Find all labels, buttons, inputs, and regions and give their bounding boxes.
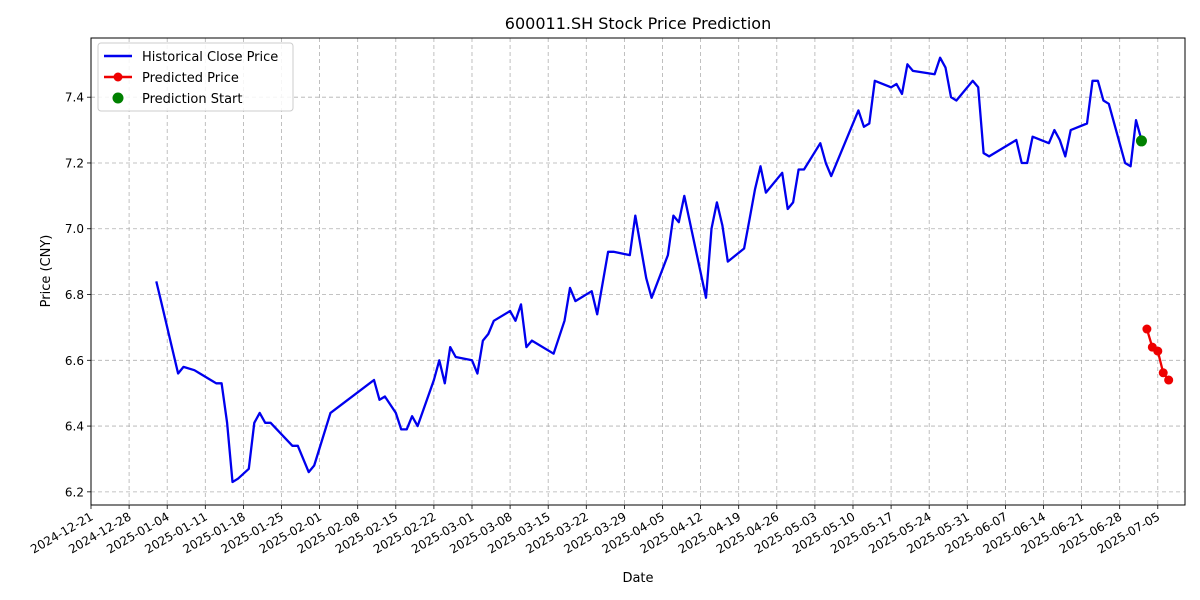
y-tick-label: 7.4: [65, 91, 84, 105]
y-tick-label: 6.2: [65, 485, 84, 499]
historical-close-price-line: [155, 56, 1143, 484]
legend-predicted-marker: [113, 72, 123, 82]
legend-start-marker: [112, 92, 124, 104]
legend-historical-label: Historical Close Price: [142, 50, 278, 65]
predicted-price-point: [1142, 324, 1152, 334]
chart-title: 600011.SH Stock Price Prediction: [505, 14, 771, 33]
y-axis-ticks: 6.2 6.4 6.6 6.8 7.0 7.2 7.4: [65, 91, 91, 499]
legend: Historical Close Price Predicted Price P…: [97, 42, 294, 112]
y-tick-label: 6.4: [65, 420, 84, 434]
predicted-price-point: [1158, 368, 1168, 378]
predicted-price-point: [1153, 346, 1163, 356]
y-axis-label: Price (CNY): [39, 235, 54, 308]
legend-predicted-label: Predicted Price: [142, 71, 239, 86]
y-tick-label: 7.2: [65, 156, 84, 170]
plot-area-frame: [90, 37, 1186, 506]
x-axis-label: Date: [622, 571, 653, 586]
y-tick-label: 6.6: [65, 354, 84, 368]
predicted-price-point: [1164, 375, 1174, 385]
y-tick-label: 7.0: [65, 222, 84, 236]
prediction-start-point: [1135, 135, 1147, 147]
data-series: [155, 56, 1174, 484]
legend-box: [97, 42, 294, 112]
legend-start-label: Prediction Start: [142, 92, 242, 107]
y-tick-label: 6.8: [65, 288, 84, 302]
